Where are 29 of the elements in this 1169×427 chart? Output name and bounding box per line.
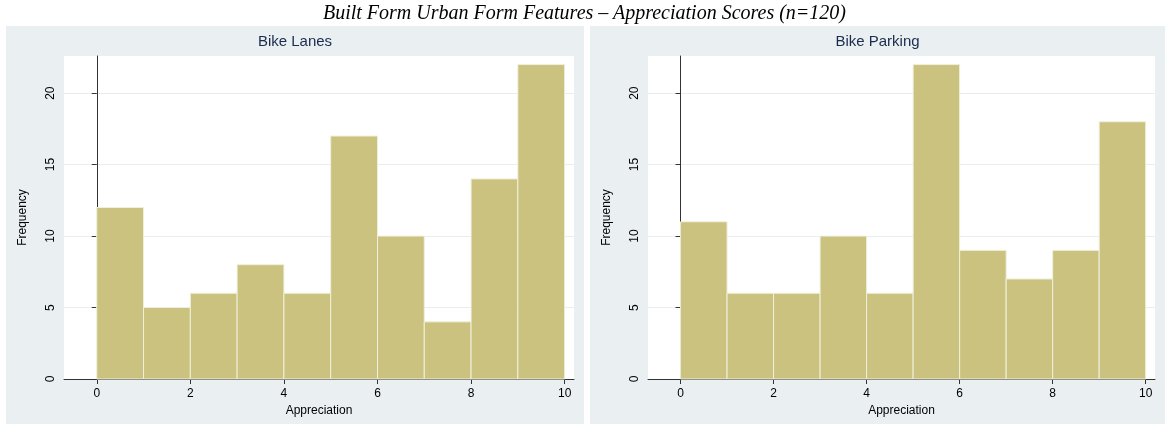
chart-title: Bike Lanes bbox=[257, 32, 333, 49]
x-tick-label: 2 bbox=[186, 386, 194, 400]
text: Built Form Urban Form Features – Appreciation Scores (n=120) bbox=[321, 0, 848, 26]
x-tick-label: 4 bbox=[863, 386, 871, 400]
y-tick-label: 5 bbox=[43, 303, 57, 311]
y-tick-label: 10 bbox=[43, 229, 57, 243]
x-tick-label: 6 bbox=[374, 386, 382, 400]
y-tick-label: 0 bbox=[43, 375, 57, 383]
x-tick-label: 0 bbox=[677, 386, 685, 400]
y-tick-label: 10 bbox=[627, 229, 641, 243]
y-tick-label: 0 bbox=[627, 375, 641, 383]
y-tick-label: 15 bbox=[627, 157, 641, 172]
y-tick-label: 20 bbox=[627, 86, 641, 100]
y-tick-label: 5 bbox=[627, 303, 641, 311]
x-tick-label: 8 bbox=[467, 386, 475, 400]
x-tick-label: 10 bbox=[1139, 386, 1153, 400]
y-tick-label: 20 bbox=[43, 86, 57, 100]
chart-title: Bike Parking bbox=[835, 32, 920, 49]
x-tick-label: 0 bbox=[93, 386, 101, 400]
y-tick-label: 15 bbox=[43, 157, 57, 172]
x-tick-label: 4 bbox=[280, 386, 288, 400]
x-tick-label: 8 bbox=[1049, 386, 1057, 400]
x-axis-title: Appreciation bbox=[868, 402, 935, 417]
y-axis-title: Frequency bbox=[599, 189, 613, 246]
y-axis-title: Frequency bbox=[15, 189, 29, 246]
x-tick-label: 10 bbox=[557, 386, 572, 400]
x-tick-label: 6 bbox=[956, 386, 964, 400]
x-tick-label: 2 bbox=[770, 386, 778, 400]
x-axis-title: Appreciation bbox=[285, 402, 353, 417]
